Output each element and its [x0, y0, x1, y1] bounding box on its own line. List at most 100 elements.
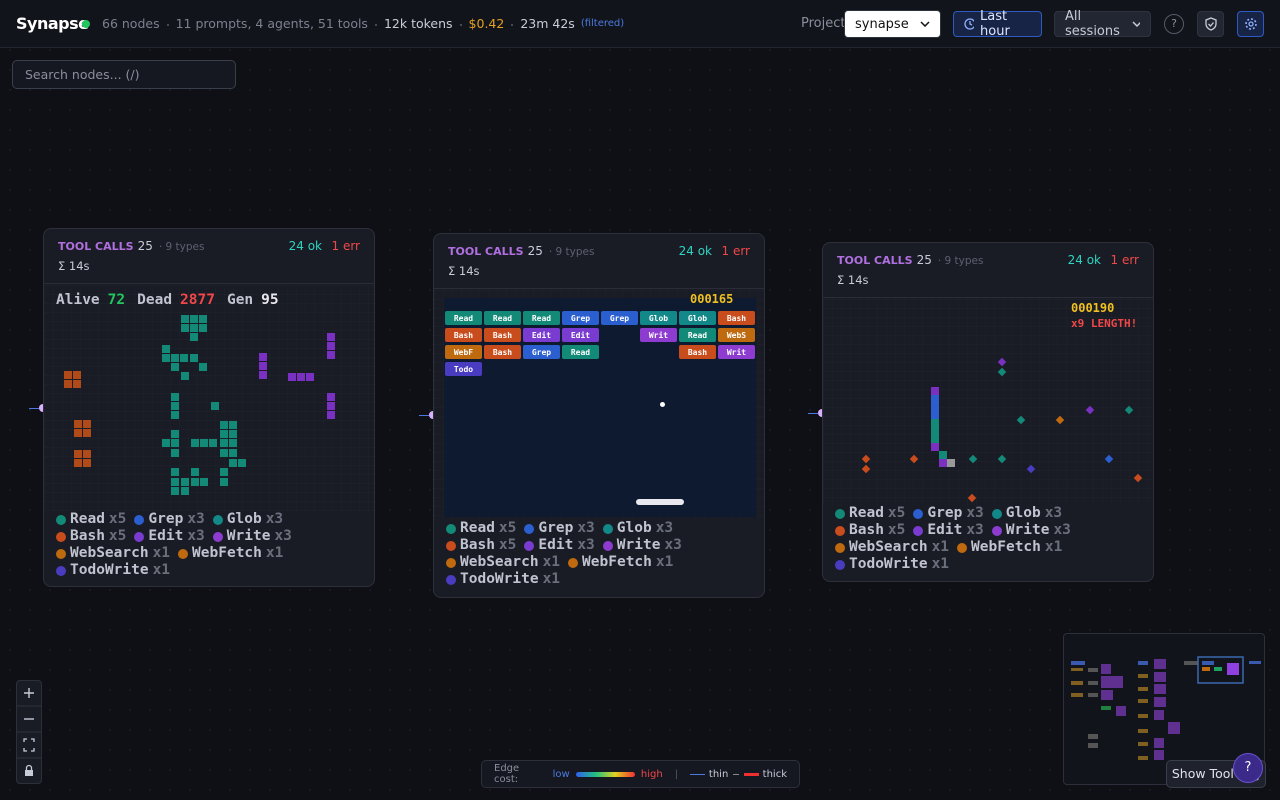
- legend-item: Grep x3: [134, 511, 205, 528]
- game-cell: [190, 354, 198, 362]
- game-cell: [931, 395, 939, 403]
- legend-name: WebSearch: [70, 545, 149, 561]
- legend-dot: [524, 540, 535, 551]
- legend-count: x1: [1044, 539, 1063, 555]
- legend-item: Grep x3: [913, 505, 984, 522]
- shield-button[interactable]: [1197, 11, 1224, 37]
- minimap[interactable]: [1063, 633, 1265, 785]
- legend-count: x1: [931, 556, 950, 572]
- tool-calls-card[interactable]: TOOL CALLS 25 · 9 types 24 ok 1 err Σ 14s Aliv…: [43, 228, 375, 587]
- tool-calls-card[interactable]: TOOL CALLS 25 · 9 types 24 ok 1 err Σ 14s 0001…: [822, 242, 1154, 582]
- status-dot: [82, 20, 90, 28]
- duration: Σ 14s: [837, 273, 869, 287]
- brick: Grep: [601, 311, 638, 325]
- game-cell: [997, 454, 1007, 464]
- search-input[interactable]: Search nodes... (/): [12, 60, 236, 89]
- time-range-button[interactable]: Last hour: [953, 9, 1042, 39]
- high-label: high: [640, 768, 663, 780]
- legend-count: x1: [542, 554, 561, 570]
- shield-icon: [1205, 17, 1217, 31]
- minimap-node: [1154, 697, 1166, 707]
- game-cell: [1104, 454, 1114, 464]
- err-count: 1 err: [1110, 253, 1140, 267]
- legend-name: Read: [849, 505, 884, 521]
- game-cell: [306, 373, 314, 381]
- cost-gradient: [575, 771, 635, 777]
- brick: Bash: [718, 311, 755, 325]
- minimap-node: [1101, 690, 1113, 700]
- game-cell: [74, 450, 82, 458]
- game-cell: [83, 420, 91, 428]
- legend-item: Grep x3: [524, 520, 595, 537]
- tool-legend: Read x5 Grep x3 Glob x3 Bash x5 Edit x3 Write x3 Web…: [835, 505, 1135, 573]
- legend-item: WebFetch x1: [178, 545, 283, 562]
- help-button[interactable]: ?: [1164, 14, 1184, 34]
- project-value: synapse: [855, 16, 909, 32]
- legend-item: WebFetch x1: [957, 539, 1062, 556]
- help-fab[interactable]: ?: [1233, 753, 1263, 783]
- legend-count: x3: [966, 505, 984, 521]
- legend-dot: [134, 514, 145, 525]
- legend-count: x3: [265, 511, 284, 527]
- game-cell: [229, 430, 237, 438]
- legend-dot: [524, 523, 535, 534]
- game-cell: [288, 373, 296, 381]
- game-cell: [181, 324, 189, 332]
- game-cell: [171, 354, 179, 362]
- project-label: Project: [801, 16, 846, 31]
- game-cell: [259, 371, 267, 379]
- legend-item: Read x5: [56, 511, 126, 528]
- minimap-node: [1154, 684, 1166, 694]
- legend-dot: [178, 548, 189, 559]
- minimap-node: [1088, 693, 1098, 697]
- legend-count: x3: [1044, 505, 1063, 521]
- tool-calls-card[interactable]: TOOL CALLS 25 · 9 types 24 ok 1 err Σ 14s Read…: [433, 233, 765, 598]
- game-cell: [909, 454, 919, 464]
- legend-item: TodoWrite x1: [835, 556, 949, 573]
- stat-label: Gen: [226, 292, 254, 308]
- minimap-node: [1154, 750, 1164, 760]
- legend-name: TodoWrite: [460, 571, 539, 587]
- sessions-button[interactable]: All sessions: [1054, 9, 1151, 39]
- legend-name: WebFetch: [192, 545, 262, 561]
- tool-legend: Read x5 Grep x3 Glob x3 Bash x5 Edit x3 Write x3 Web…: [446, 520, 746, 588]
- brick: Bash: [445, 328, 482, 342]
- legend-name: Grep: [148, 511, 184, 527]
- minimap-node: [1154, 659, 1166, 669]
- settings-button[interactable]: [1237, 11, 1264, 37]
- game-cell: [191, 439, 199, 447]
- legend-count: x3: [655, 520, 674, 536]
- legend-name: Edit: [538, 537, 574, 553]
- legend-item: Write x3: [602, 537, 682, 554]
- game-cell: [191, 468, 199, 476]
- show-tool-log-button[interactable]: Show Tool Log: [1166, 760, 1266, 788]
- minimap-node: [1088, 681, 1098, 685]
- legend-item: Glob x3: [602, 520, 674, 537]
- duration: Σ 14s: [58, 259, 90, 273]
- legend-count: x5: [498, 520, 517, 536]
- game-area: Alive 72 Dead 2877 Gen 95: [44, 285, 374, 511]
- brick: Read: [484, 311, 521, 325]
- legend-count: x1: [152, 545, 171, 561]
- card-title-text: TOOL CALLS: [58, 240, 134, 253]
- legend-item: Edit x3: [134, 528, 205, 545]
- game-cell: [220, 478, 228, 486]
- game-cell: [181, 487, 189, 495]
- edge-stub: [808, 413, 818, 414]
- project-select[interactable]: synapse: [844, 10, 941, 38]
- brick: Bash: [484, 345, 521, 359]
- game-cell: [74, 459, 82, 467]
- minimap-node: [1116, 706, 1126, 716]
- game-cell: [327, 351, 335, 359]
- legend-dot: [212, 514, 223, 525]
- game-cell: [220, 439, 228, 447]
- game-cell: [229, 459, 237, 467]
- legend-name: Glob: [616, 520, 652, 536]
- legend-name: Edit: [148, 528, 184, 544]
- card-types: · 9 types: [937, 255, 984, 267]
- score: 000165: [690, 292, 734, 306]
- gear-icon: [1245, 18, 1257, 30]
- minimap-node: [1214, 667, 1222, 671]
- legend-name: WebSearch: [849, 539, 928, 555]
- zoom-icons: [17, 688, 41, 776]
